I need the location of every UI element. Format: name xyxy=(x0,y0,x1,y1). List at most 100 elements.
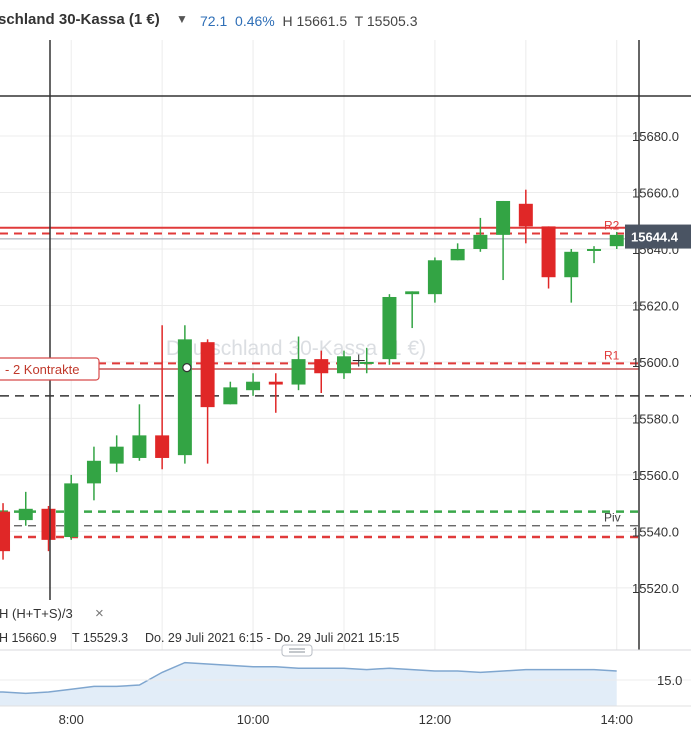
candle xyxy=(450,243,465,261)
candle-body xyxy=(541,226,556,278)
candle xyxy=(200,339,215,464)
candle xyxy=(132,404,147,461)
price-tag: 15644.4 xyxy=(631,230,679,245)
indicator-line xyxy=(0,661,617,695)
chart-overlays: - 2 Kontrakte xyxy=(0,40,691,600)
candle xyxy=(473,217,488,252)
candle xyxy=(223,381,238,405)
low-label: T xyxy=(354,13,363,29)
candle xyxy=(314,350,329,394)
candle-body xyxy=(18,508,33,521)
position-label: - 2 Kontrakte xyxy=(5,362,79,377)
candle-body xyxy=(336,356,351,374)
candle-body xyxy=(427,260,442,295)
header-stats: 72.1 0.46% H 15661.5 T 15505.3 xyxy=(200,13,417,29)
high-value: 15661.5 xyxy=(296,13,348,29)
y-tick-label: 15600.0 xyxy=(632,355,679,370)
candle xyxy=(86,446,101,501)
change-percent: 0.46% xyxy=(235,13,275,29)
candle xyxy=(155,325,170,470)
candle-body xyxy=(132,435,147,458)
indicator-range: Do. 29 Juli 2021 6:15 - Do. 29 Juli 2021… xyxy=(145,631,399,645)
instrument-title[interactable]: schland 30-Kassa (1 €) xyxy=(0,11,160,28)
candle-body xyxy=(518,203,533,227)
candle-body xyxy=(86,460,101,484)
order-handle xyxy=(182,362,192,373)
low-value: 15505.3 xyxy=(366,13,418,29)
candle xyxy=(609,232,624,249)
candle-body xyxy=(246,381,261,391)
close-icon: × xyxy=(95,605,104,622)
candle xyxy=(0,503,11,560)
level-label: R1 xyxy=(604,348,620,362)
y-tick-label: 15680.0 xyxy=(632,129,679,144)
candle xyxy=(541,226,556,289)
candles xyxy=(0,189,624,560)
indicator-axis-label: 15.0 xyxy=(657,673,682,688)
candle xyxy=(359,347,374,374)
time-axis: 8:00 10:00 12:00 14:00 xyxy=(59,712,633,727)
candle-body xyxy=(177,339,192,456)
candle-body xyxy=(609,234,624,247)
candle xyxy=(587,246,602,264)
candle-body xyxy=(41,508,56,540)
price-axis: 15520.0 15540.0 15560.0 15580.0 15600.0 15620… xyxy=(625,40,691,650)
candle xyxy=(405,291,420,329)
candle-body xyxy=(200,342,215,408)
y-tick-label: 15560.0 xyxy=(632,468,679,483)
y-tick-label: 15660.0 xyxy=(632,186,679,201)
y-tick-label: 15620.0 xyxy=(632,298,679,313)
chevron-down-icon[interactable]: ▼ xyxy=(176,12,188,26)
candle xyxy=(496,200,511,281)
candle-body xyxy=(155,435,170,458)
candle xyxy=(18,491,33,526)
candle xyxy=(427,257,442,303)
y-tick-label: 15520.0 xyxy=(632,581,679,596)
indicator-name: H (H+T+S)/3 xyxy=(0,606,73,621)
candle xyxy=(246,373,261,396)
candle-body xyxy=(359,361,374,364)
y-tick-label: 15580.0 xyxy=(632,411,679,426)
candle-body xyxy=(109,446,124,464)
indicator-pane: H (H+T+S)/3 × H 15660.9 T 15529.3 Do. 29 Jul… xyxy=(0,605,691,707)
candle xyxy=(518,189,533,244)
candle xyxy=(64,474,79,540)
price-tag-box xyxy=(625,224,691,249)
candle-body xyxy=(405,291,420,295)
level-label: R2 xyxy=(604,218,620,232)
candle xyxy=(291,336,306,391)
candle-body xyxy=(564,251,579,278)
x-tick-label: 8:00 xyxy=(59,712,84,727)
candle-body xyxy=(223,387,238,405)
indicator-area xyxy=(0,662,617,706)
pivot-levels: R2 R1 Piv xyxy=(0,218,691,539)
x-tick-label: 14:00 xyxy=(600,712,633,727)
level-label: Piv xyxy=(604,511,621,525)
pane-resize-handle xyxy=(281,644,313,657)
high-label: H xyxy=(282,13,293,29)
x-tick-label: 12:00 xyxy=(419,712,452,727)
chart-header: schland 30-Kassa (1 €) ▼ 72.1 0.46% H 15… xyxy=(0,0,691,40)
candle-body xyxy=(314,359,329,374)
candle-body xyxy=(450,248,465,261)
candle xyxy=(109,435,124,473)
candle xyxy=(268,373,283,413)
indicator-high: H 15660.9 xyxy=(0,631,57,645)
candle-body xyxy=(64,483,79,538)
y-tick-label: 15540.0 xyxy=(632,524,679,539)
candle xyxy=(177,325,192,464)
candle-body xyxy=(496,200,511,235)
candle-body xyxy=(473,234,488,249)
candle xyxy=(41,505,56,552)
indicator-low: T 15529.3 xyxy=(72,631,128,645)
candle-body xyxy=(291,359,306,385)
candle-body xyxy=(268,381,283,385)
candle-body xyxy=(0,511,11,552)
candle xyxy=(336,350,351,379)
chart-watermark: Deutschland 30-Kassa (1 €) xyxy=(166,337,426,360)
candle xyxy=(564,248,579,303)
candle xyxy=(382,294,397,365)
change-value: 72.1 xyxy=(200,13,228,29)
candle-body xyxy=(587,248,602,251)
